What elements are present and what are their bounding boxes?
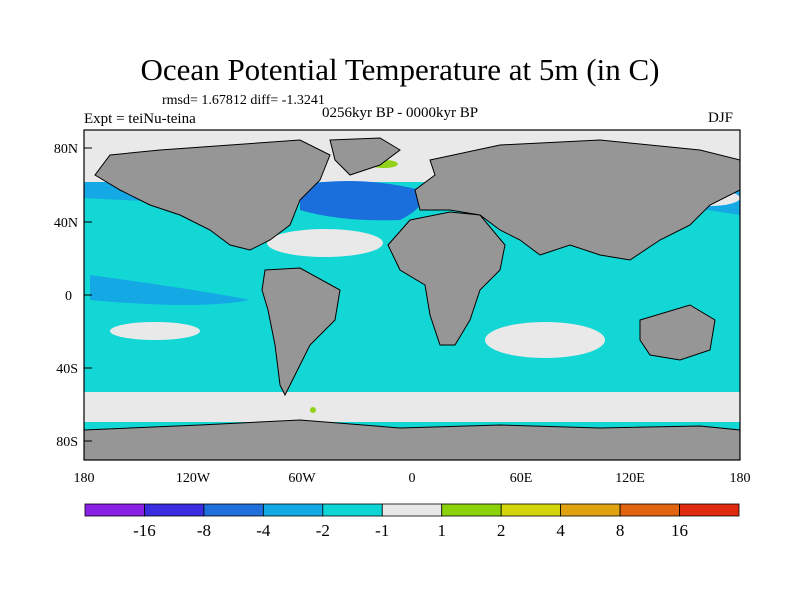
colorbar-label-8: 8 [616, 521, 625, 540]
south-america-landmass [261, 267, 341, 397]
rmsd-diff-stats: rmsd= 1.67812 diff= -1.3241 [162, 93, 325, 108]
colorbar-box-8 [560, 503, 621, 517]
lat-label-40s: 40S [56, 362, 78, 377]
lon-label-120e: 120E [615, 471, 645, 486]
colorbar: -16 -8 -4 -2 -1 1 2 4 8 16 [84, 503, 740, 540]
lon-label-0: 0 [409, 471, 416, 486]
colorbar-label-2: -4 [256, 521, 271, 540]
north-america-landmass [94, 139, 331, 251]
experiment-label: Expt = teiNu-teina [84, 111, 196, 127]
land-masses [83, 137, 741, 461]
lon-label-180w: 180 [74, 471, 95, 486]
lon-label-180e: 180 [730, 471, 751, 486]
north-atlantic-cold-patch [300, 181, 423, 221]
colorbar-box-10 [679, 503, 740, 517]
colorbar-box-9 [619, 503, 680, 517]
map-title: Ocean Potential Temperature at 5m (in C) [140, 52, 660, 87]
latitude-axis: 80N 40N 0 40S 80S [54, 142, 92, 450]
indian-ocean-neutral-patch [485, 322, 605, 358]
colorbar-boxes [84, 503, 740, 517]
colorbar-box-4 [322, 503, 383, 517]
colorbar-label-5: 1 [437, 521, 446, 540]
africa-landmass [387, 211, 506, 346]
lat-label-80s: 80S [56, 435, 78, 450]
lat-label-40n: 40N [54, 216, 78, 231]
colorbar-box-3 [262, 503, 324, 517]
colorbar-label-9: 16 [671, 521, 688, 540]
lat-label-80n: 80N [54, 142, 78, 157]
lat-label-0: 0 [65, 289, 72, 304]
australia-landmass [639, 304, 716, 361]
lon-label-60e: 60E [510, 471, 533, 486]
colorbar-box-2 [203, 503, 264, 517]
colorbar-label-4: -1 [375, 521, 389, 540]
colorbar-label-1: -8 [197, 521, 211, 540]
south-pacific-neutral-patch [110, 322, 200, 340]
eurasia-landmass [414, 139, 741, 261]
season-label: DJF [708, 110, 734, 126]
colorbar-label-3: -2 [316, 521, 330, 540]
colorbar-label-7: 4 [556, 521, 565, 540]
colorbar-labels: -16 -8 -4 -2 -1 1 2 4 8 16 [133, 521, 688, 540]
colorbar-box-5 [381, 503, 443, 517]
southern-neutral-band [84, 392, 740, 422]
lon-label-120w: 120W [176, 471, 211, 486]
colorbar-label-6: 2 [497, 521, 506, 540]
colorbar-box-1 [144, 503, 205, 517]
colorbar-box-6 [441, 503, 502, 517]
colorbar-box-7 [500, 503, 562, 517]
period-label: 0256kyr BP - 0000kyr BP [322, 105, 479, 121]
greenland-landmass [329, 137, 401, 176]
equatorial-pacific-cool-patch [90, 275, 250, 305]
lon-label-60w: 60W [288, 471, 316, 486]
colorbar-label-0: -16 [133, 521, 156, 540]
colorbar-box-0 [84, 503, 145, 517]
longitude-axis: 180 120W 60W 0 60E 120E 180 [74, 471, 751, 486]
north-atlantic-neutral-patch [267, 229, 383, 257]
drake-passage-warm-spot [310, 407, 316, 413]
